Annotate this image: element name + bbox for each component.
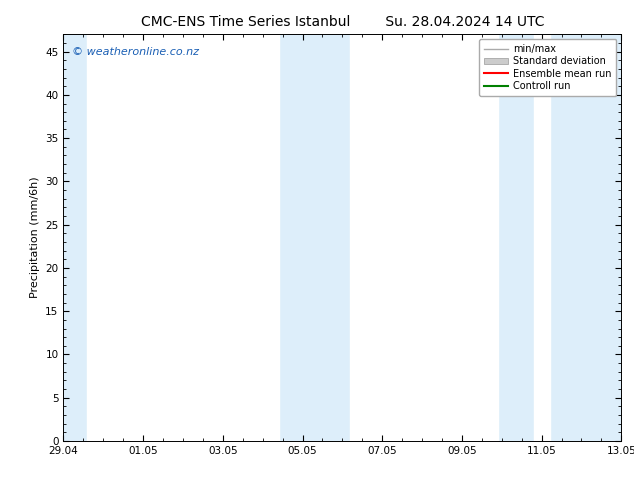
Y-axis label: Precipitation (mm/6h): Precipitation (mm/6h)	[30, 177, 40, 298]
Bar	[87, 34, 278, 441]
Legend: min/max, Standard deviation, Ensemble mean run, Controll run: min/max, Standard deviation, Ensemble me…	[479, 39, 616, 96]
Text: © weatheronline.co.nz: © weatheronline.co.nz	[72, 47, 199, 56]
Title: CMC-ENS Time Series Istanbul        Su. 28.04.2024 14 UTC: CMC-ENS Time Series Istanbul Su. 28.04.2…	[141, 15, 544, 29]
Bar	[351, 34, 498, 441]
Bar	[534, 34, 550, 441]
